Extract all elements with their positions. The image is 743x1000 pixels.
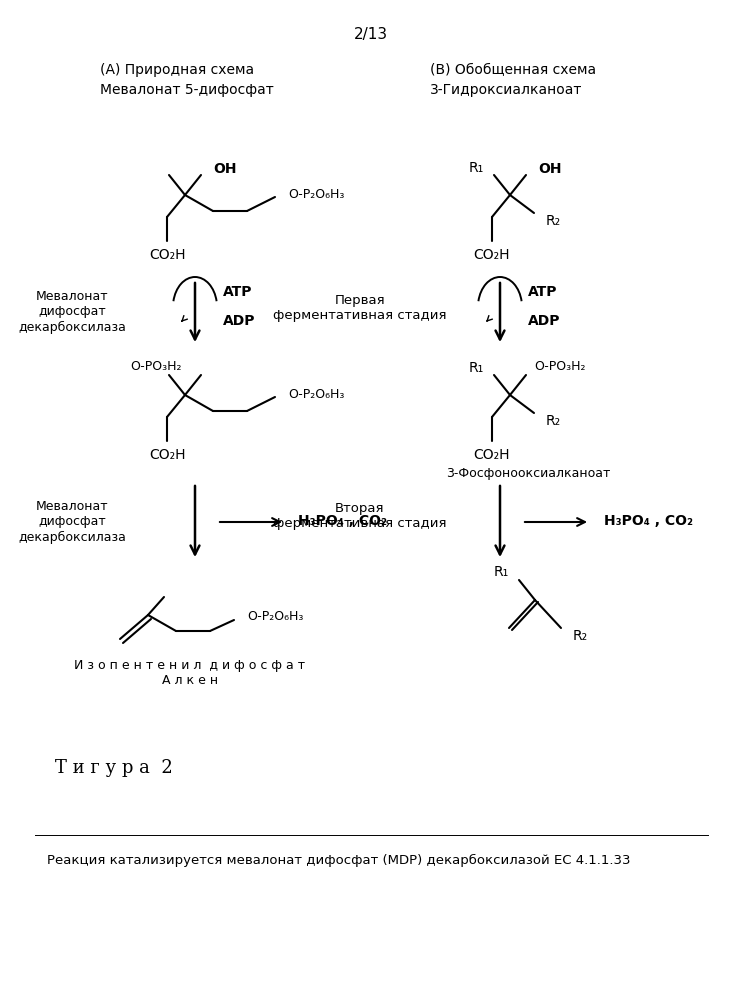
Text: R₁: R₁: [469, 161, 484, 175]
Text: R₁: R₁: [494, 565, 509, 579]
Text: Вторая
ферментативная стадия: Вторая ферментативная стадия: [273, 502, 447, 530]
Text: CO₂H: CO₂H: [474, 248, 510, 262]
Text: CO₂H: CO₂H: [474, 448, 510, 462]
Text: 3-Фосфонооксиалканоат: 3-Фосфонооксиалканоат: [446, 466, 610, 480]
Text: Мевалонат
дифосфат
декарбоксилаза: Мевалонат дифосфат декарбоксилаза: [18, 500, 126, 544]
Text: Τ и г у р а  2: Τ и г у р а 2: [55, 759, 173, 777]
Text: O-P₂O₆H₃: O-P₂O₆H₃: [288, 188, 344, 200]
Text: ADP: ADP: [528, 314, 560, 328]
Text: O-P₂O₆H₃: O-P₂O₆H₃: [288, 387, 344, 400]
Text: ADP: ADP: [223, 314, 256, 328]
Text: O-PO₃H₂: O-PO₃H₂: [130, 360, 181, 373]
Text: ATP: ATP: [223, 285, 253, 299]
Text: OH: OH: [213, 162, 236, 176]
Text: И з о п е н т е н и л  д и ф о с ф а т: И з о п е н т е н и л д и ф о с ф а т: [74, 658, 305, 672]
Text: R₁: R₁: [469, 361, 484, 375]
Text: O-PO₃H₂: O-PO₃H₂: [534, 360, 585, 373]
Text: А л к е н: А л к е н: [162, 674, 218, 688]
Text: R₂: R₂: [546, 414, 561, 428]
Text: O-P₂O₆H₃: O-P₂O₆H₃: [247, 610, 303, 624]
Text: 2/13: 2/13: [354, 27, 388, 42]
Text: 3-Гидроксиалканоат: 3-Гидроксиалканоат: [430, 83, 583, 97]
Text: CO₂H: CO₂H: [149, 448, 185, 462]
Text: (B) Обобщенная схема: (B) Обобщенная схема: [430, 63, 596, 77]
Text: Мевалонат
дифосфат
декарбоксилаза: Мевалонат дифосфат декарбоксилаза: [18, 290, 126, 334]
Text: Реакция катализируется мевалонат дифосфат (MDP) декарбоксилазой ЕС 4.1.1.33: Реакция катализируется мевалонат дифосфа…: [47, 853, 631, 867]
Text: CO₂H: CO₂H: [149, 248, 185, 262]
Text: (A) Природная схема: (A) Природная схема: [100, 63, 254, 77]
Text: Первая
ферментативная стадия: Первая ферментативная стадия: [273, 294, 447, 322]
Text: ATP: ATP: [528, 285, 557, 299]
Text: OH: OH: [538, 162, 562, 176]
Text: H₃PO₄ , CO₂: H₃PO₄ , CO₂: [299, 514, 388, 528]
Text: H₃PO₄ , CO₂: H₃PO₄ , CO₂: [603, 514, 692, 528]
Text: Мевалонат 5-дифосфат: Мевалонат 5-дифосфат: [100, 83, 273, 97]
Text: R₂: R₂: [546, 214, 561, 228]
Text: R₂: R₂: [573, 629, 588, 643]
